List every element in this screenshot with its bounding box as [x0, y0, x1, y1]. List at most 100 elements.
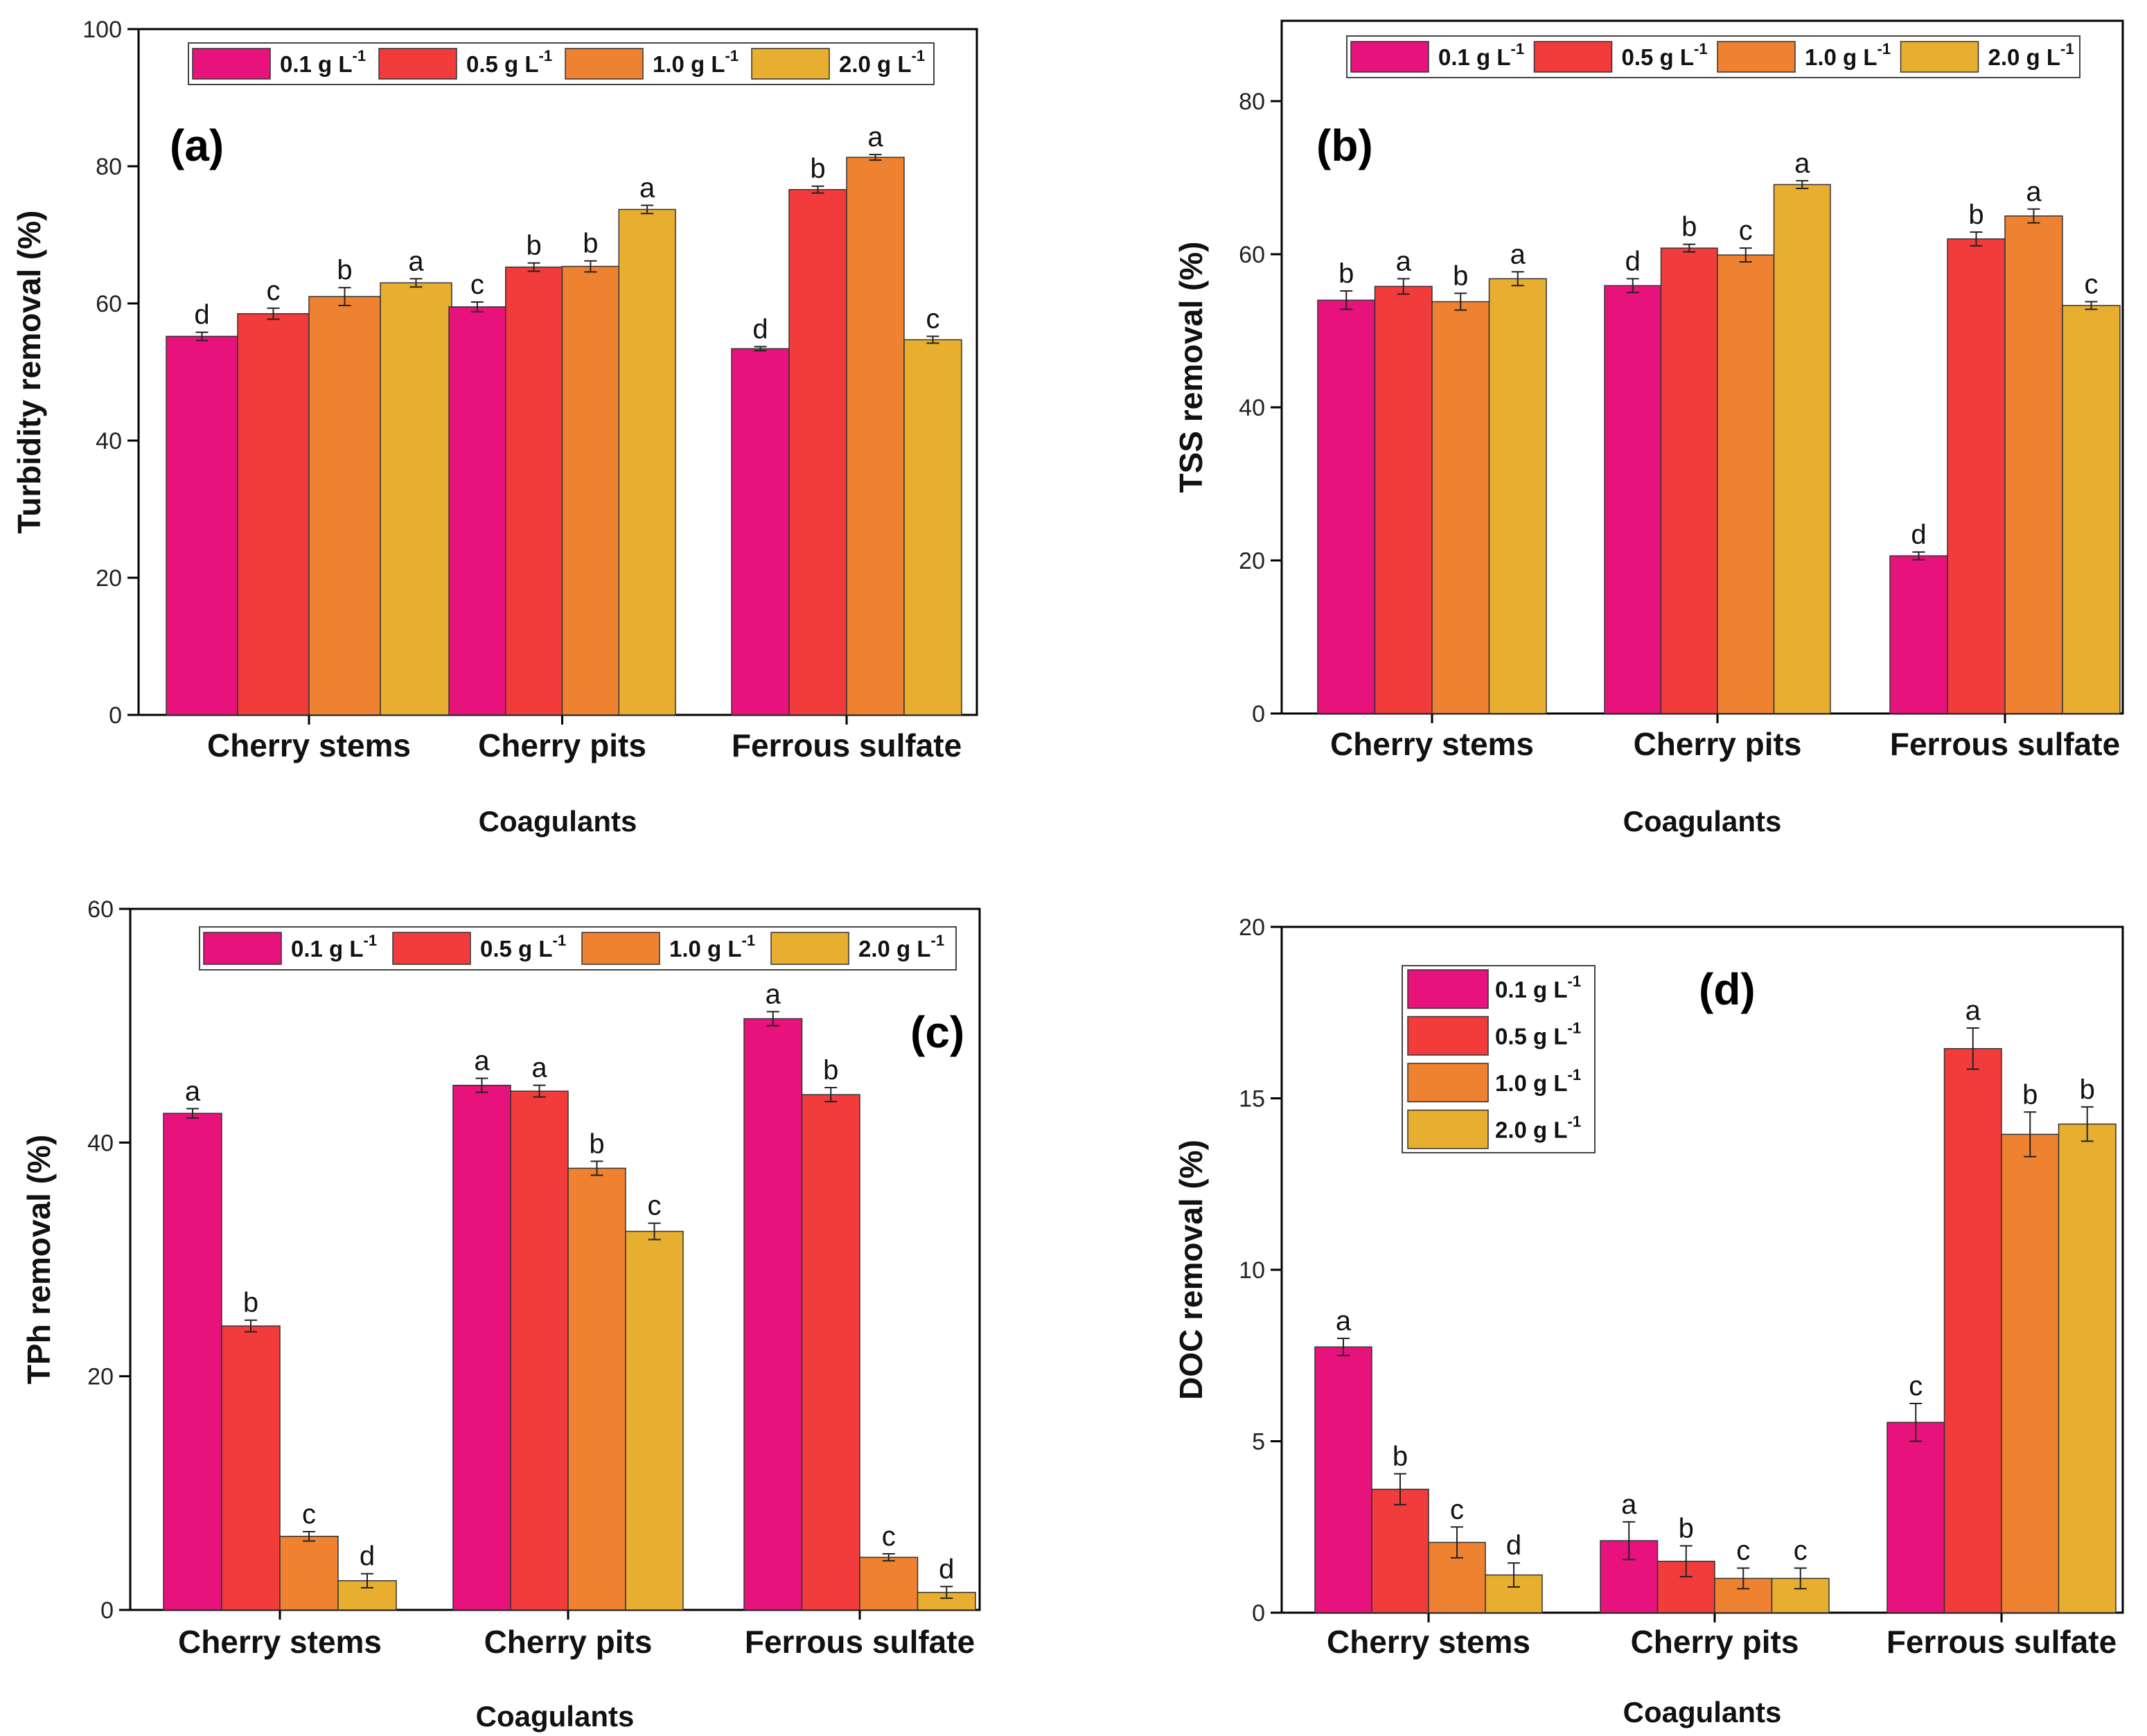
category-label: Cherry stems: [1330, 726, 1534, 762]
significance-letter: d: [939, 1554, 954, 1584]
legend-label: 0.1 g L-1: [1495, 973, 1581, 1002]
significance-letter: c: [470, 269, 484, 300]
legend-label-sup: -1: [1568, 1019, 1582, 1036]
bar: [166, 335, 238, 716]
legend-label: 2.0 g L-1: [858, 932, 944, 962]
significance-letter: b: [2022, 1079, 2038, 1110]
legend-label-sup: -1: [1877, 40, 1891, 57]
legend-label-sup: -1: [353, 47, 366, 64]
bar: [1889, 555, 1948, 714]
category-label: Ferrous sulfate: [732, 727, 962, 763]
x-axis-title: Coagulants: [479, 805, 637, 838]
significance-letter: d: [1506, 1530, 1521, 1561]
bar: [1317, 299, 1376, 714]
bar: [510, 1090, 569, 1611]
category-label: Cherry pits: [1631, 1624, 1799, 1660]
significance-letter: a: [185, 1076, 201, 1106]
significance-letter: a: [408, 246, 424, 276]
y-tick-label: 40: [96, 428, 122, 454]
panel-label: (a): [170, 121, 224, 170]
significance-letter: b: [243, 1288, 258, 1318]
legend-swatch: [1407, 1016, 1489, 1056]
bar: [846, 157, 905, 716]
significance-letter: c: [1450, 1494, 1464, 1525]
legend-swatch: [1900, 41, 1979, 73]
y-axis-title: DOC removal (%): [1173, 1140, 1209, 1400]
y-tick-label: 40: [1239, 395, 1265, 421]
legend-label: 1.0 g L-1: [669, 932, 755, 962]
significance-letter: d: [752, 314, 768, 344]
significance-letter: a: [531, 1053, 547, 1083]
category-label: Cherry pits: [484, 1624, 653, 1660]
legend-label-base: 1.0 g L: [1805, 44, 1877, 70]
bar: [1947, 238, 2006, 714]
x-axis-title: Coagulants: [1623, 1696, 1782, 1728]
bar: [1374, 285, 1433, 714]
legend-label-base: 2.0 g L: [858, 936, 931, 962]
bar: [2001, 1133, 2060, 1613]
bar: [2062, 305, 2121, 714]
legend-label-sup: -1: [2060, 40, 2074, 57]
significance-letter: c: [882, 1521, 896, 1552]
legend-label: 0.1 g L-1: [280, 47, 366, 77]
x-axis-title: Coagulants: [1623, 805, 1782, 838]
significance-letter: c: [648, 1191, 662, 1221]
legend-label: 1.0 g L-1: [1805, 40, 1891, 70]
bar: [1371, 1489, 1429, 1613]
legend-label-base: 0.1 g L: [280, 51, 353, 77]
legend-swatch: [378, 48, 457, 80]
category-label: Cherry stems: [178, 1624, 382, 1660]
bar: [237, 313, 310, 716]
legend-label-base: 0.1 g L: [1495, 977, 1568, 1002]
y-tick-label: 5: [1252, 1429, 1265, 1455]
legend-label-sup: -1: [553, 932, 567, 949]
legend-label-sup: -1: [539, 47, 553, 64]
significance-letter: a: [1336, 1306, 1352, 1336]
bar: [625, 1230, 684, 1611]
bar: [1887, 1421, 1945, 1613]
significance-letter: a: [1621, 1489, 1637, 1520]
significance-letter: c: [926, 304, 940, 335]
panel-label: (b): [1316, 121, 1373, 170]
bar: [788, 188, 847, 716]
legend-label: 1.0 g L-1: [653, 47, 739, 77]
legend-swatch: [1407, 1109, 1489, 1149]
bar: [743, 1018, 803, 1611]
legend-label-base: 1.0 g L: [1495, 1070, 1568, 1096]
significance-letter: d: [1625, 246, 1641, 276]
y-tick-label: 60: [96, 291, 122, 317]
y-tick-label: 60: [87, 896, 114, 923]
y-axis-title: TSS removal (%): [1173, 242, 1209, 493]
category-label: Ferrous sulfate: [1890, 726, 2120, 762]
significance-letter: b: [1681, 212, 1697, 242]
y-tick-label: 0: [1252, 1600, 1265, 1627]
bar: [1943, 1047, 2002, 1613]
legend-swatch: [1407, 969, 1489, 1009]
legend-label-base: 2.0 g L: [1495, 1117, 1568, 1142]
significance-letter: b: [583, 229, 598, 259]
category-label: Cherry stems: [1327, 1624, 1530, 1660]
legend-label-sup: -1: [1568, 1113, 1582, 1130]
significance-letter: c: [1909, 1371, 1923, 1401]
significance-letter: a: [1510, 239, 1526, 269]
bar: [1773, 184, 1831, 714]
y-tick-label: 80: [96, 154, 122, 180]
legend-label-sup: -1: [1568, 973, 1582, 990]
significance-letter: a: [867, 122, 883, 152]
significance-letter: a: [1396, 246, 1412, 276]
significance-letter: c: [2085, 269, 2099, 300]
significance-letter: b: [527, 231, 542, 261]
significance-letter: b: [1968, 200, 1983, 230]
legend-label-sup: -1: [912, 47, 926, 64]
significance-letter: c: [1739, 215, 1753, 246]
legend-swatch: [1407, 1063, 1489, 1103]
significance-letter: b: [1338, 258, 1354, 289]
significance-letter: a: [1965, 995, 1981, 1026]
legend-label-sup: -1: [931, 932, 945, 949]
legend-swatch: [192, 48, 271, 80]
legend-label-base: 0.1 g L: [291, 936, 364, 962]
bar: [279, 1535, 339, 1611]
x-axis-title: Coagulants: [476, 1700, 635, 1733]
